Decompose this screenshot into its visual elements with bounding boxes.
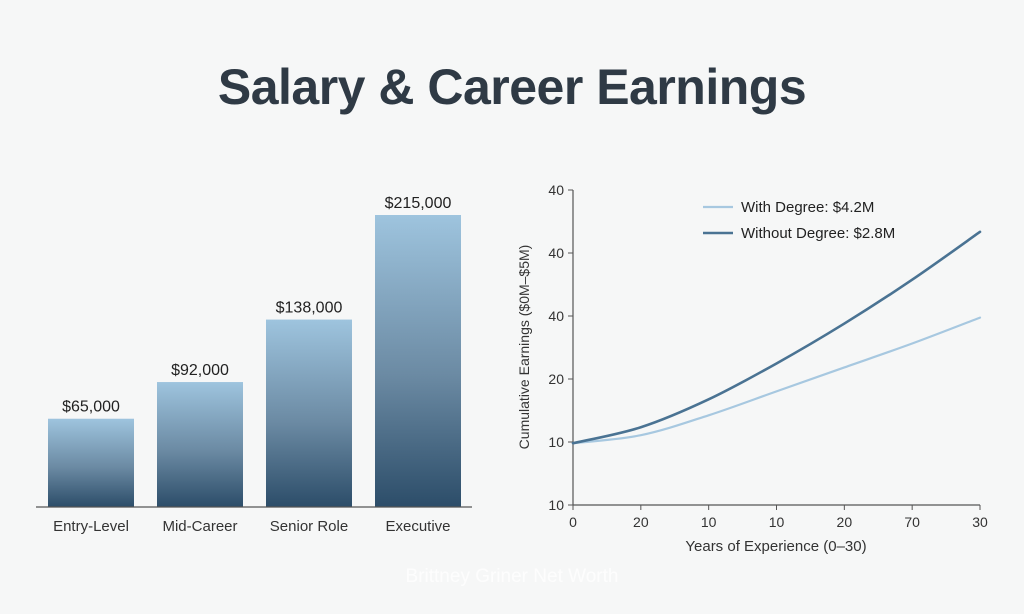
bar-category-label: Entry-Level bbox=[53, 518, 129, 535]
y-tick-label: 20 bbox=[548, 371, 564, 387]
y-tick-label: 40 bbox=[548, 245, 564, 261]
legend-label: With Degree: $4.2M bbox=[741, 199, 874, 216]
x-tick-label: 30 bbox=[972, 514, 988, 530]
x-tick-label: 0 bbox=[569, 514, 577, 530]
y-tick-label: 10 bbox=[548, 497, 564, 513]
y-ticks: 10 10 20 40 40 40 bbox=[548, 182, 573, 513]
x-tick-label: 10 bbox=[769, 514, 785, 530]
bar-entry-level bbox=[48, 418, 134, 507]
bar-executive bbox=[375, 215, 461, 507]
series-group bbox=[571, 230, 982, 445]
line-chart: 10 10 20 40 40 40 0 20 10 10 20 70 30 With Degree: … bbox=[516, 182, 988, 555]
page-title: Salary & Career Earnings bbox=[217, 59, 807, 115]
bar-chart: $65,000 Entry-Level $92,000 Mid-Career $138,… bbox=[36, 195, 472, 535]
x-tick-label: 20 bbox=[633, 514, 649, 530]
bar-data-label: $65,000 bbox=[62, 399, 120, 416]
watermark: Brittney Griner Net Worth bbox=[405, 566, 619, 587]
bar-labels-group: $65,000 Entry-Level $92,000 Mid-Career $138,… bbox=[53, 195, 451, 535]
bar-category-label: Mid-Career bbox=[162, 518, 237, 535]
x-tick-label: 10 bbox=[701, 514, 717, 530]
bar-data-label: $138,000 bbox=[276, 300, 343, 317]
bar-category-label: Senior Role bbox=[270, 518, 348, 535]
y-tick-label: 40 bbox=[548, 182, 564, 198]
bar-senior-role bbox=[266, 319, 352, 507]
legend-label: Without Degree: $2.8M bbox=[741, 225, 895, 242]
y-tick-label: 40 bbox=[548, 308, 564, 324]
bar-data-label: $92,000 bbox=[171, 362, 229, 379]
line-y-axis-label: Cumulative Earnings ($0M–$5M) bbox=[516, 245, 532, 450]
bar-category-label: Executive bbox=[385, 518, 450, 535]
series-line-without-degree bbox=[571, 230, 982, 445]
legend: With Degree: $4.2M Without Degree: $2.8M bbox=[703, 199, 895, 242]
y-tick-label: 10 bbox=[548, 434, 564, 450]
x-tick-label: 70 bbox=[904, 514, 920, 530]
series-line-with-degree bbox=[571, 316, 982, 445]
bar-data-label: $215,000 bbox=[385, 195, 452, 212]
bar-mid-career bbox=[157, 382, 243, 507]
bars-group bbox=[48, 215, 461, 507]
x-ticks: 0 20 10 10 20 70 30 bbox=[569, 505, 988, 530]
line-x-axis-label: Years of Experience (0–30) bbox=[685, 538, 866, 555]
x-tick-label: 20 bbox=[837, 514, 853, 530]
